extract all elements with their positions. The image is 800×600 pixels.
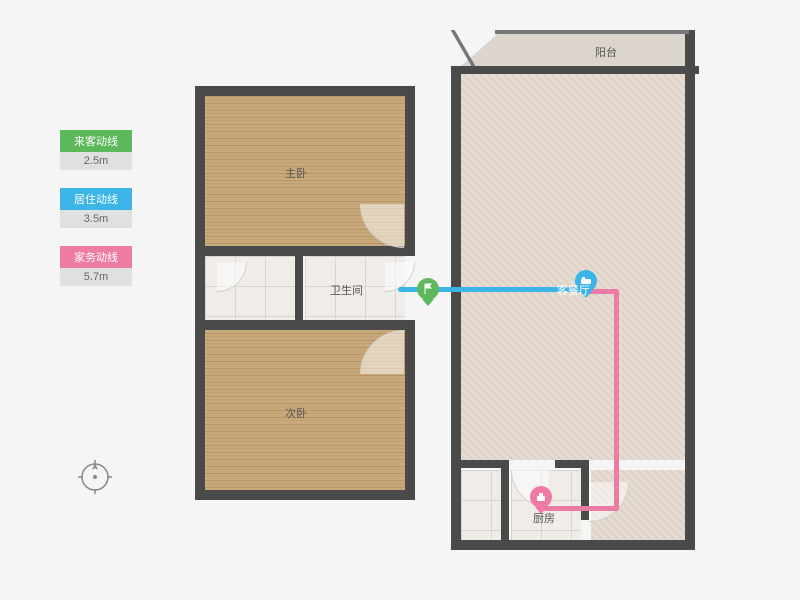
- wall: [205, 246, 405, 256]
- wall: [555, 460, 589, 468]
- wall: [501, 460, 509, 540]
- wall: [451, 540, 695, 550]
- floor-living: [461, 70, 689, 460]
- wall: [581, 460, 589, 520]
- legend-label: 居住动线: [60, 188, 132, 210]
- wall: [451, 66, 699, 74]
- pin-living-icon: [575, 270, 597, 292]
- legend-value: 3.5m: [60, 210, 132, 228]
- path-chores: [614, 289, 619, 511]
- legend-value: 2.5m: [60, 152, 132, 170]
- legend-item-guest: 来客动线 2.5m: [60, 130, 132, 170]
- path-chores: [540, 506, 619, 511]
- floor-lower-left: [461, 470, 501, 540]
- legend: 来客动线 2.5m 居住动线 3.5m 家务动线 5.7m: [60, 130, 132, 304]
- wall: [295, 256, 303, 320]
- legend-label: 来客动线: [60, 130, 132, 152]
- wall: [205, 320, 405, 330]
- legend-value: 5.7m: [60, 268, 132, 286]
- legend-item-chores: 家务动线 5.7m: [60, 246, 132, 286]
- wall: [405, 86, 415, 256]
- wall: [195, 86, 205, 500]
- pin-guest-icon: [417, 278, 439, 300]
- legend-item-living: 居住动线 3.5m: [60, 188, 132, 228]
- wall: [495, 30, 689, 34]
- pin-chores-icon: [530, 486, 552, 508]
- wall: [685, 30, 695, 550]
- wall: [451, 66, 461, 550]
- legend-label: 家务动线: [60, 246, 132, 268]
- wall: [195, 86, 415, 96]
- wall: [405, 320, 415, 500]
- compass-icon: [78, 460, 112, 499]
- wall: [195, 490, 415, 500]
- floor-plan: .pin[data-name="pin-guest-icon"]::after{…: [195, 30, 695, 550]
